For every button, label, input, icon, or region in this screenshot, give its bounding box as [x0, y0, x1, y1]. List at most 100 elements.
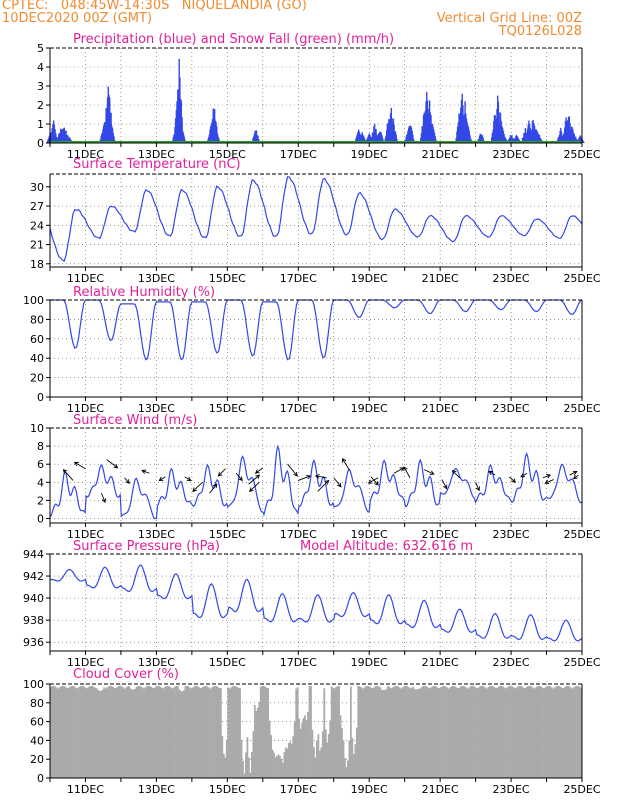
- wind-arrow: [452, 470, 460, 479]
- cloud-bar: [388, 686, 391, 778]
- precip-bar: [211, 122, 213, 143]
- precip-bar: [496, 135, 499, 143]
- cloud-bar: [391, 687, 394, 778]
- cloud-bar: [160, 687, 163, 778]
- cloud-bar: [295, 688, 298, 778]
- wind-arrow: [403, 466, 411, 478]
- cloud-bar: [144, 687, 147, 778]
- precip-bar: [375, 129, 377, 143]
- cloud-bar: [376, 685, 379, 778]
- y-tick-label: 21: [30, 239, 44, 252]
- cloud-bar: [352, 754, 355, 778]
- precip-bar: [501, 134, 503, 143]
- y-tick-label: 944: [23, 548, 44, 561]
- precip-bar: [107, 112, 109, 143]
- cloud-bar: [375, 686, 377, 778]
- cloud-bar: [57, 688, 60, 778]
- precip-bar: [420, 137, 422, 143]
- precip-bar: [104, 126, 107, 143]
- precip-bar: [367, 136, 369, 143]
- cloud-bar: [67, 687, 70, 778]
- cloud-bar: [216, 686, 219, 778]
- precip-bar: [421, 126, 423, 143]
- precip-bar: [55, 138, 58, 143]
- cloud-bar: [499, 685, 502, 778]
- precip-bar: [536, 136, 539, 143]
- precip-bar: [106, 126, 109, 143]
- precip-bar: [104, 122, 106, 143]
- panel-title: Surface Pressure (hPa): [73, 539, 220, 554]
- x-tick-label: 21DEC: [422, 402, 459, 415]
- precip-bar: [393, 124, 395, 143]
- wind-arrow: [333, 477, 342, 488]
- cloud-bar: [491, 686, 494, 778]
- cloud-bar: [580, 688, 583, 778]
- wind-arrow: [569, 471, 577, 476]
- precip-bar: [389, 138, 391, 143]
- cloud-bar: [50, 686, 52, 778]
- precip-bar: [428, 100, 431, 143]
- cloud-bar: [333, 688, 336, 778]
- cloud-bar: [568, 686, 571, 778]
- cloud-bar: [72, 685, 74, 778]
- x-tick-label: 11DEC: [67, 402, 104, 415]
- cloud-bar: [151, 688, 154, 778]
- precip-bar: [255, 130, 258, 143]
- cloud-bar: [82, 686, 85, 778]
- cloud-bar: [168, 686, 170, 778]
- cloud-bar: [330, 686, 333, 778]
- precip-bar: [257, 135, 259, 143]
- precip-bar: [467, 125, 469, 143]
- precip-bar: [481, 134, 483, 143]
- precip-bar: [557, 136, 560, 143]
- cloud-bar: [117, 686, 120, 778]
- cloud-bar: [443, 685, 445, 778]
- cloud-bar: [318, 750, 321, 778]
- precip-bar: [63, 135, 66, 143]
- wind-arrow: [74, 462, 86, 470]
- cloud-bar: [169, 687, 172, 778]
- precip-bar: [179, 138, 181, 143]
- precip-bar: [498, 124, 500, 143]
- precip-bar: [104, 135, 106, 143]
- precip-bar: [106, 127, 108, 143]
- cloud-bar: [451, 685, 454, 778]
- cloud-bar: [394, 686, 397, 778]
- precip-bar: [433, 129, 435, 143]
- wind-arrow-head: [101, 498, 106, 503]
- wind-arrow-head: [141, 469, 147, 474]
- cloud-bar: [410, 687, 413, 778]
- cloud-bar: [323, 688, 326, 778]
- cloud-bar: [163, 687, 166, 778]
- precip-bar: [496, 108, 498, 143]
- wind-arrow-head: [546, 474, 552, 479]
- cloud-bar: [239, 687, 241, 778]
- cloud-bar: [154, 686, 157, 778]
- cloud-bar: [345, 767, 348, 778]
- cloud-bar: [166, 685, 169, 778]
- precip-bar: [565, 134, 567, 143]
- precip-bar: [53, 124, 56, 143]
- precip-bar: [509, 135, 512, 143]
- precip-bar: [59, 132, 61, 143]
- precip-bar: [359, 138, 361, 143]
- precip-bar: [540, 138, 542, 143]
- wind-arrow: [159, 476, 166, 481]
- cloud-bar: [221, 735, 224, 778]
- cloud-bar: [466, 688, 469, 778]
- cloud-bar: [134, 688, 137, 778]
- precip-bar: [179, 118, 181, 143]
- precip-bar: [490, 137, 493, 143]
- cloud-bar: [460, 686, 463, 778]
- x-tick-label: 23DEC: [493, 272, 530, 285]
- cloud-bar: [416, 689, 419, 778]
- wind-arrow: [520, 472, 528, 478]
- cloud-bar: [52, 685, 55, 778]
- precip-bar: [373, 126, 375, 143]
- precip-bar: [179, 77, 181, 143]
- precip-bar: [252, 136, 255, 143]
- precip-bar: [455, 138, 457, 143]
- precip-bar: [457, 135, 460, 143]
- precip-bar: [55, 135, 57, 143]
- cloud-bar: [284, 747, 287, 778]
